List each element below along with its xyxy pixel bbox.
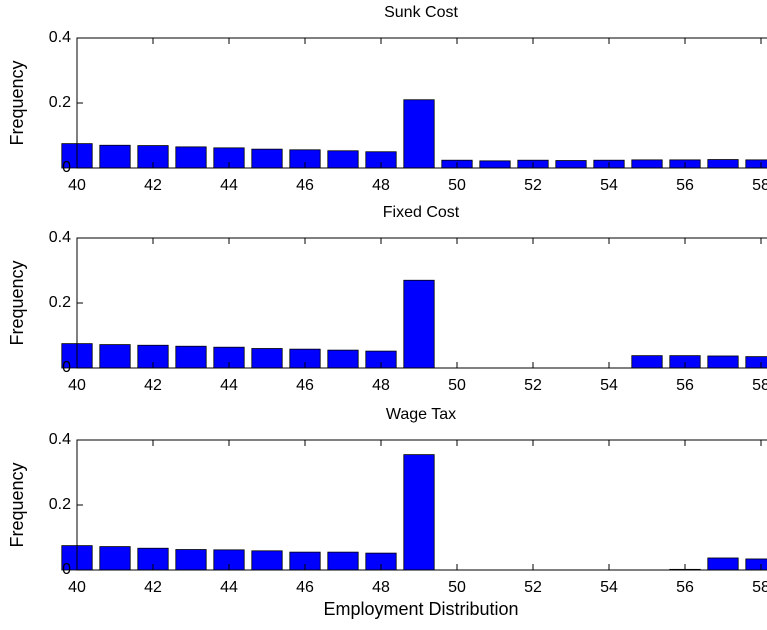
x-tick-label: 42 — [144, 377, 162, 394]
x-tick-label: 44 — [220, 579, 238, 596]
x-axis-label: Employment Distribution — [323, 599, 518, 619]
x-tick-label: 44 — [220, 377, 238, 394]
x-tick-label: 58 — [752, 579, 767, 596]
panel-title: Wage Tax — [386, 406, 456, 423]
panel-title: Fixed Cost — [383, 204, 460, 221]
x-tick-label: 52 — [524, 377, 542, 394]
bar — [631, 355, 663, 369]
bar — [327, 349, 359, 369]
bar — [99, 546, 131, 571]
bar — [403, 454, 435, 571]
y-tick-label: 0.4 — [49, 29, 71, 46]
x-tick-label: 46 — [296, 579, 314, 596]
x-tick-label: 42 — [144, 579, 162, 596]
x-tick-label: 58 — [752, 377, 767, 394]
y-tick-label: 0.2 — [49, 496, 71, 513]
x-tick-label: 50 — [448, 177, 466, 194]
bar — [175, 345, 207, 369]
x-tick-label: 54 — [600, 579, 618, 596]
x-tick-label: 44 — [220, 177, 238, 194]
bar — [745, 159, 767, 169]
y-axis-label: Frequency — [7, 462, 27, 547]
x-tick-label: 42 — [144, 177, 162, 194]
x-tick-label: 56 — [676, 177, 694, 194]
bar — [745, 356, 767, 369]
x-tick-label: 52 — [524, 177, 542, 194]
bar — [479, 160, 511, 169]
y-axis-label: Frequency — [7, 60, 27, 145]
bar — [251, 148, 283, 169]
x-tick-label: 40 — [68, 377, 86, 394]
x-tick-label: 52 — [524, 579, 542, 596]
bar — [745, 558, 767, 571]
y-axis-label: Frequency — [7, 260, 27, 345]
x-tick-label: 48 — [372, 177, 390, 194]
bar — [175, 549, 207, 571]
bar — [327, 150, 359, 169]
x-tick-label: 48 — [372, 579, 390, 596]
y-tick-label: 0 — [62, 159, 71, 176]
x-tick-label: 54 — [600, 177, 618, 194]
bar — [251, 348, 283, 369]
x-tick-label: 54 — [600, 377, 618, 394]
x-tick-label: 40 — [68, 579, 86, 596]
y-tick-label: 0.4 — [49, 229, 71, 246]
bar — [175, 146, 207, 169]
y-tick-label: 0.2 — [49, 94, 71, 111]
bar — [707, 557, 739, 571]
x-tick-label: 56 — [676, 579, 694, 596]
y-tick-label: 0.4 — [49, 431, 71, 448]
x-tick-label: 48 — [372, 377, 390, 394]
bar — [403, 99, 435, 169]
bar — [99, 344, 131, 369]
x-tick-label: 46 — [296, 177, 314, 194]
x-tick-label: 56 — [676, 377, 694, 394]
bar — [707, 159, 739, 169]
x-tick-label: 40 — [68, 177, 86, 194]
bar — [99, 144, 131, 169]
y-tick-label: 0 — [62, 561, 71, 578]
x-tick-label: 46 — [296, 377, 314, 394]
bar — [631, 159, 663, 169]
x-tick-label: 58 — [752, 177, 767, 194]
bar — [555, 160, 587, 169]
bar — [707, 355, 739, 369]
bar — [327, 551, 359, 571]
x-tick-label: 50 — [448, 579, 466, 596]
bar — [403, 279, 435, 369]
panel-title: Sunk Cost — [384, 4, 458, 21]
y-tick-label: 0 — [62, 359, 71, 376]
y-tick-label: 0.2 — [49, 294, 71, 311]
bar — [251, 550, 283, 571]
x-tick-label: 50 — [448, 377, 466, 394]
